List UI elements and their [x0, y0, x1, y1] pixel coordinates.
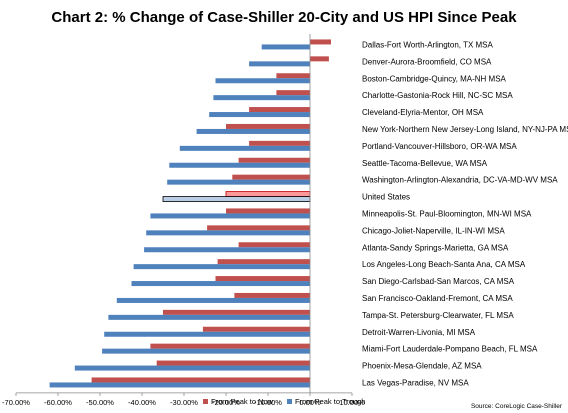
legend-swatch-trough — [287, 399, 292, 404]
bar-trough-united-states — [162, 196, 311, 202]
category-label-new-york-northern-new-jersey-long-island-ny-nj-pa-msa: New York-Northern New Jersey-Long Island… — [362, 125, 568, 134]
bar-trough-new-york-northern-new-jersey-long-island-ny-nj-pa-msa — [196, 128, 310, 134]
bar-now-dallas-fort-worth-arlington-tx-msa — [310, 39, 331, 45]
category-label-seattle-tacoma-bellevue-wa-msa: Seattle-Tacoma-Bellevue, WA MSA — [362, 159, 488, 168]
x-axis: -70.00% -60.00% -50.00% -40.00% -30.00% -20.0… — [2, 34, 365, 407]
legend-label-trough: From Peak to Trough — [295, 397, 365, 406]
x-tick-label: -50.00% — [86, 398, 114, 407]
bar-now-los-angeles-long-beach-santa-ana-ca-msa — [217, 259, 310, 265]
category-label-phoenix-mesa-glendale-az-msa: Phoenix-Mesa-Glendale, AZ MSA — [362, 362, 482, 371]
bar-now-charlotte-gastonia-rock-hill-nc-sc-msa — [276, 90, 310, 96]
category-label-san-diego-carlsbad-san-marcos-ca-msa: San Diego-Carlsbad-San Marcos, CA MSA — [362, 277, 515, 286]
category-label-chicago-joliet-naperville-il-in-wi-msa: Chicago-Joliet-Naperville, IL-IN-WI MSA — [362, 226, 505, 235]
bar-now-detroit-warren-livonia-mi-msa — [202, 326, 310, 332]
bar-now-chicago-joliet-naperville-il-in-wi-msa — [207, 225, 310, 231]
category-label-cleveland-elyria-mentor-oh-msa: Cleveland-Elyria-Mentor, OH MSA — [362, 108, 484, 117]
bar-now-new-york-northern-new-jersey-long-island-ny-nj-pa-msa — [226, 123, 310, 129]
category-label-portland-vancouver-hillsboro-or-wa-msa: Portland-Vancouver-Hillsboro, OR-WA MSA — [362, 142, 517, 151]
bar-now-washington-arlington-alexandria-dc-va-md-wv-msa — [232, 174, 310, 180]
legend-label-now: From Peak to Now — [211, 397, 274, 406]
category-label-detroit-warren-livonia-mi-msa: Detroit-Warren-Livonia, MI MSA — [362, 328, 476, 337]
category-label-denver-aurora-broomfield-co-msa: Denver-Aurora-Broomfield, CO MSA — [362, 57, 492, 66]
bar-trough-miami-fort-lauderdale-pompano-beach-fl-msa — [102, 348, 310, 354]
category-label-minneapolis-st-paul-bloomington-mn-wi-msa: Minneapolis-St. Paul-Bloomington, MN-WI … — [362, 209, 532, 218]
bar-trough-los-angeles-long-beach-santa-ana-ca-msa — [133, 264, 310, 270]
category-label-miami-fort-lauderdale-pompano-beach-fl-msa: Miami-Fort Lauderdale-Pompano Beach, FL … — [362, 345, 538, 354]
bar-trough-portland-vancouver-hillsboro-or-wa-msa — [179, 145, 310, 151]
bar-trough-charlotte-gastonia-rock-hill-nc-sc-msa — [213, 95, 310, 101]
bar-trough-boston-cambridge-quincy-ma-nh-msa — [215, 78, 310, 84]
x-tick-label: -20.00% — [212, 398, 240, 407]
bar-now-las-vegas-paradise-nv-msa — [91, 377, 310, 383]
bar-now-tampa-st-petersburg-clearwater-fl-msa — [163, 309, 310, 315]
bar-now-portland-vancouver-hillsboro-or-wa-msa — [249, 140, 310, 146]
category-label-united-states: United States — [362, 193, 410, 202]
bar-now-cleveland-elyria-mentor-oh-msa — [249, 107, 310, 113]
bar-trough-denver-aurora-broomfield-co-msa — [249, 61, 310, 67]
x-tick-label: -30.00% — [170, 398, 198, 407]
bar-trough-san-francisco-oakland-fremont-ca-msa — [116, 297, 310, 303]
bar-trough-detroit-warren-livonia-mi-msa — [104, 331, 310, 337]
bar-now-seattle-tacoma-bellevue-wa-msa — [238, 157, 310, 163]
category-label-boston-cambridge-quincy-ma-nh-msa: Boston-Cambridge-Quincy, MA-NH MSA — [362, 74, 507, 83]
category-label-los-angeles-long-beach-santa-ana-ca-msa: Los Angeles-Long Beach-Santa Ana, CA MSA — [362, 260, 526, 269]
source-note: Source: CoreLogic Case-Shiller — [471, 403, 563, 410]
bar-trough-minneapolis-st-paul-bloomington-mn-wi-msa — [150, 213, 310, 219]
x-tick-label: -10.00% — [254, 398, 282, 407]
category-label-washington-arlington-alexandria-dc-va-md-wv-msa: Washington-Arlington-Alexandria, DC-VA-M… — [362, 176, 558, 185]
category-label-atlanta-sandy-springs-marietta-ga-msa: Atlanta-Sandy Springs-Marietta, GA MSA — [362, 243, 509, 252]
chart-title: Chart 2: % Change of Case-Shiller 20-Cit… — [51, 9, 517, 26]
x-tick-label: -40.00% — [128, 398, 156, 407]
bar-trough-phoenix-mesa-glendale-az-msa — [74, 365, 310, 371]
bar-trough-dallas-fort-worth-arlington-tx-msa — [261, 44, 310, 50]
x-tick-label: 10.00% — [339, 398, 365, 407]
category-label-las-vegas-paradise-nv-msa: Las Vegas-Paradise, NV MSA — [362, 378, 469, 387]
category-labels: Dallas-Fort Worth-Arlington, TX MSA Denve… — [362, 40, 568, 387]
legend-swatch-now — [203, 399, 208, 404]
legend: From Peak to Now From Peak to Trough — [203, 397, 365, 406]
bar-now-miami-fort-lauderdale-pompano-beach-fl-msa — [150, 343, 310, 349]
bar-now-san-diego-carlsbad-san-marcos-ca-msa — [215, 276, 310, 282]
bar-now-atlanta-sandy-springs-marietta-ga-msa — [238, 242, 310, 248]
bar-trough-washington-arlington-alexandria-dc-va-md-wv-msa — [167, 179, 310, 185]
bar-now-boston-cambridge-quincy-ma-nh-msa — [276, 73, 310, 79]
x-tick-label: -70.00% — [2, 398, 30, 407]
x-tick-label: 0.00% — [299, 398, 321, 407]
bar-trough-seattle-tacoma-bellevue-wa-msa — [169, 162, 310, 168]
bar-now-minneapolis-st-paul-bloomington-mn-wi-msa — [226, 208, 310, 214]
bar-now-denver-aurora-broomfield-co-msa — [310, 56, 329, 62]
bar-now-united-states — [225, 191, 311, 197]
category-label-charlotte-gastonia-rock-hill-nc-sc-msa: Charlotte-Gastonia-Rock Hill, NC-SC MSA — [362, 91, 513, 100]
bar-trough-atlanta-sandy-springs-marietta-ga-msa — [144, 247, 310, 253]
category-label-dallas-fort-worth-arlington-tx-msa: Dallas-Fort Worth-Arlington, TX MSA — [362, 40, 494, 49]
bar-trough-cleveland-elyria-mentor-oh-msa — [209, 112, 310, 118]
bar-now-san-francisco-oakland-fremont-ca-msa — [234, 292, 310, 298]
x-tick-label: -60.00% — [44, 398, 72, 407]
bar-trough-chicago-joliet-naperville-il-in-wi-msa — [146, 230, 310, 236]
bar-trough-las-vegas-paradise-nv-msa — [49, 382, 310, 388]
bar-trough-san-diego-carlsbad-san-marcos-ca-msa — [131, 281, 310, 287]
category-label-san-francisco-oakland-fremont-ca-msa: San Francisco-Oakland-Fremont, CA MSA — [362, 294, 513, 303]
bars-group — [49, 39, 331, 388]
bar-now-phoenix-mesa-glendale-az-msa — [156, 360, 310, 366]
category-label-tampa-st-petersburg-clearwater-fl-msa: Tampa-St. Petersburg-Clearwater, FL MSA — [362, 311, 514, 320]
bar-trough-tampa-st-petersburg-clearwater-fl-msa — [108, 314, 311, 320]
